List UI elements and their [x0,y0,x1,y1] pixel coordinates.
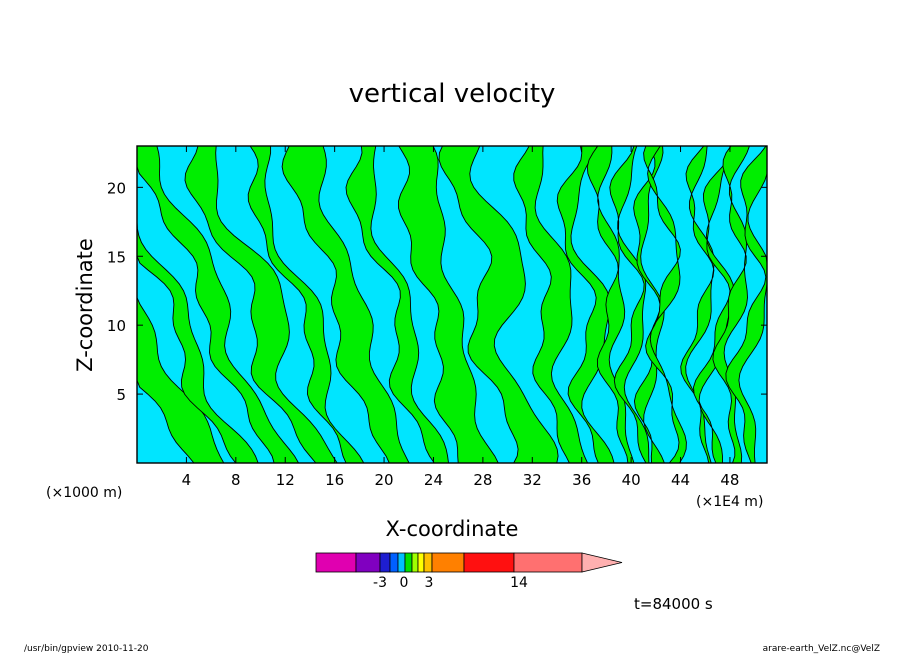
time-label: t=84000 s [634,595,713,613]
x-unit-label: (×1000 m) [46,485,122,501]
x-tick-label: 12 [276,471,295,489]
colorbar-segment [423,552,433,573]
y-tick-label: 10 [107,317,126,335]
x-tick-label: 28 [473,471,492,489]
colorbar-segment [513,552,583,573]
y-tick-label: 15 [107,248,126,266]
y-tick-label: 5 [116,386,126,404]
x-tick-label: 36 [572,471,591,489]
y-axis-ticks: 5 10 15 20 [107,179,767,404]
colorbar: -3 0 3 14 [315,552,623,591]
chart-title: vertical velocity [349,79,556,109]
colorbar-segment [397,552,406,573]
y-axis-label: Z-coordinate [73,238,97,372]
colorbar-segment [404,552,413,573]
colorbar-segment [431,552,465,573]
x-axis-ticks: 4 8 12 16 20 24 28 32 36 40 44 48 [182,146,739,489]
colorbar-segment [417,552,425,573]
footer-right-text: arare-earth_VelZ.nc@VelZ [763,644,880,654]
x-tick-label: 24 [424,471,443,489]
colorbar-tick-label: -3 [373,575,387,591]
colorbar-segment [389,552,399,573]
y-tick-label: 20 [107,179,126,197]
x-tick-label: 32 [523,471,542,489]
x-tick-label: 8 [231,471,241,489]
colorbar-segment [355,552,381,573]
colorbar-segment [411,552,419,573]
colorbar-segment [315,552,357,573]
colorbar-tick-label: 0 [400,575,409,591]
x-tick-label: 4 [182,471,192,489]
x-tick-label: 48 [720,471,739,489]
plot-frame [136,145,768,464]
colorbar-arrow [581,552,623,573]
x-tick-label: 16 [325,471,344,489]
x-tick-label: 44 [671,471,690,489]
colorbar-tick-label: 3 [425,575,434,591]
colorbar-segment [463,552,515,573]
footer-left-text: /usr/bin/gpview 2010-11-20 [24,644,149,654]
colorbar-segment [379,552,391,573]
x-axis-label: X-coordinate [386,517,519,541]
contour-bands [136,145,768,464]
x-scale-label: (×1E4 m) [696,494,763,510]
colorbar-tick-label: 14 [510,575,528,591]
x-tick-label: 20 [375,471,394,489]
x-tick-label: 40 [622,471,641,489]
